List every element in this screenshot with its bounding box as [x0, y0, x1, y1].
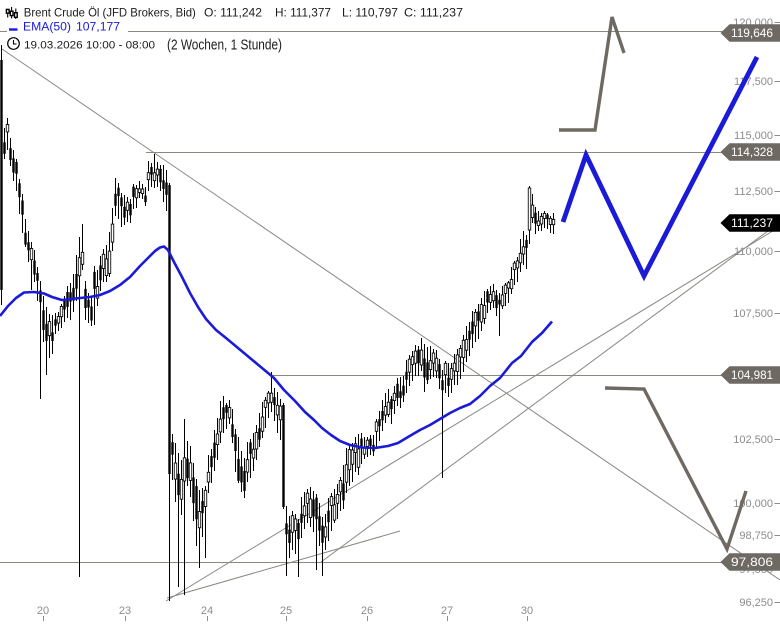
- svg-text:107,500: 107,500: [733, 308, 773, 320]
- svg-text:119,646: 119,646: [731, 27, 773, 40]
- svg-text:20: 20: [37, 605, 49, 617]
- svg-text:27: 27: [441, 605, 453, 617]
- svg-text:H: 111,377: H: 111,377: [275, 7, 331, 20]
- svg-text:112,500: 112,500: [734, 186, 773, 198]
- svg-text:115,000: 115,000: [734, 130, 773, 142]
- svg-text:24: 24: [201, 605, 213, 617]
- svg-text:102,500: 102,500: [733, 434, 773, 446]
- svg-text:L: 110,797: L: 110,797: [342, 7, 398, 20]
- svg-text:104,981: 104,981: [731, 369, 773, 382]
- svg-text:23: 23: [119, 605, 131, 617]
- svg-text:Brent Crude Öl (JFD Brokers, B: Brent Crude Öl (JFD Brokers, Bid): [24, 7, 196, 20]
- svg-text:110,000: 110,000: [734, 246, 773, 258]
- svg-text:30: 30: [521, 605, 533, 617]
- svg-text:EMA(50): EMA(50): [23, 21, 71, 34]
- svg-text:26: 26: [361, 605, 373, 617]
- svg-text:114,328: 114,328: [731, 146, 773, 159]
- svg-text:98,750: 98,750: [739, 530, 773, 542]
- svg-text:25: 25: [280, 605, 292, 617]
- svg-text:96,250: 96,250: [739, 597, 773, 609]
- svg-text:19.03.2026 10:00 - 08:00: 19.03.2026 10:00 - 08:00: [24, 40, 155, 52]
- svg-text:O: 111,242: O: 111,242: [204, 7, 262, 20]
- svg-text:C: 111,237: C: 111,237: [404, 7, 463, 20]
- svg-text:(2 Wochen, 1 Stunde): (2 Wochen, 1 Stunde): [167, 37, 282, 53]
- svg-text:107,177: 107,177: [76, 21, 120, 34]
- svg-text:97,806: 97,806: [731, 556, 773, 569]
- svg-text:111,237: 111,237: [731, 217, 773, 230]
